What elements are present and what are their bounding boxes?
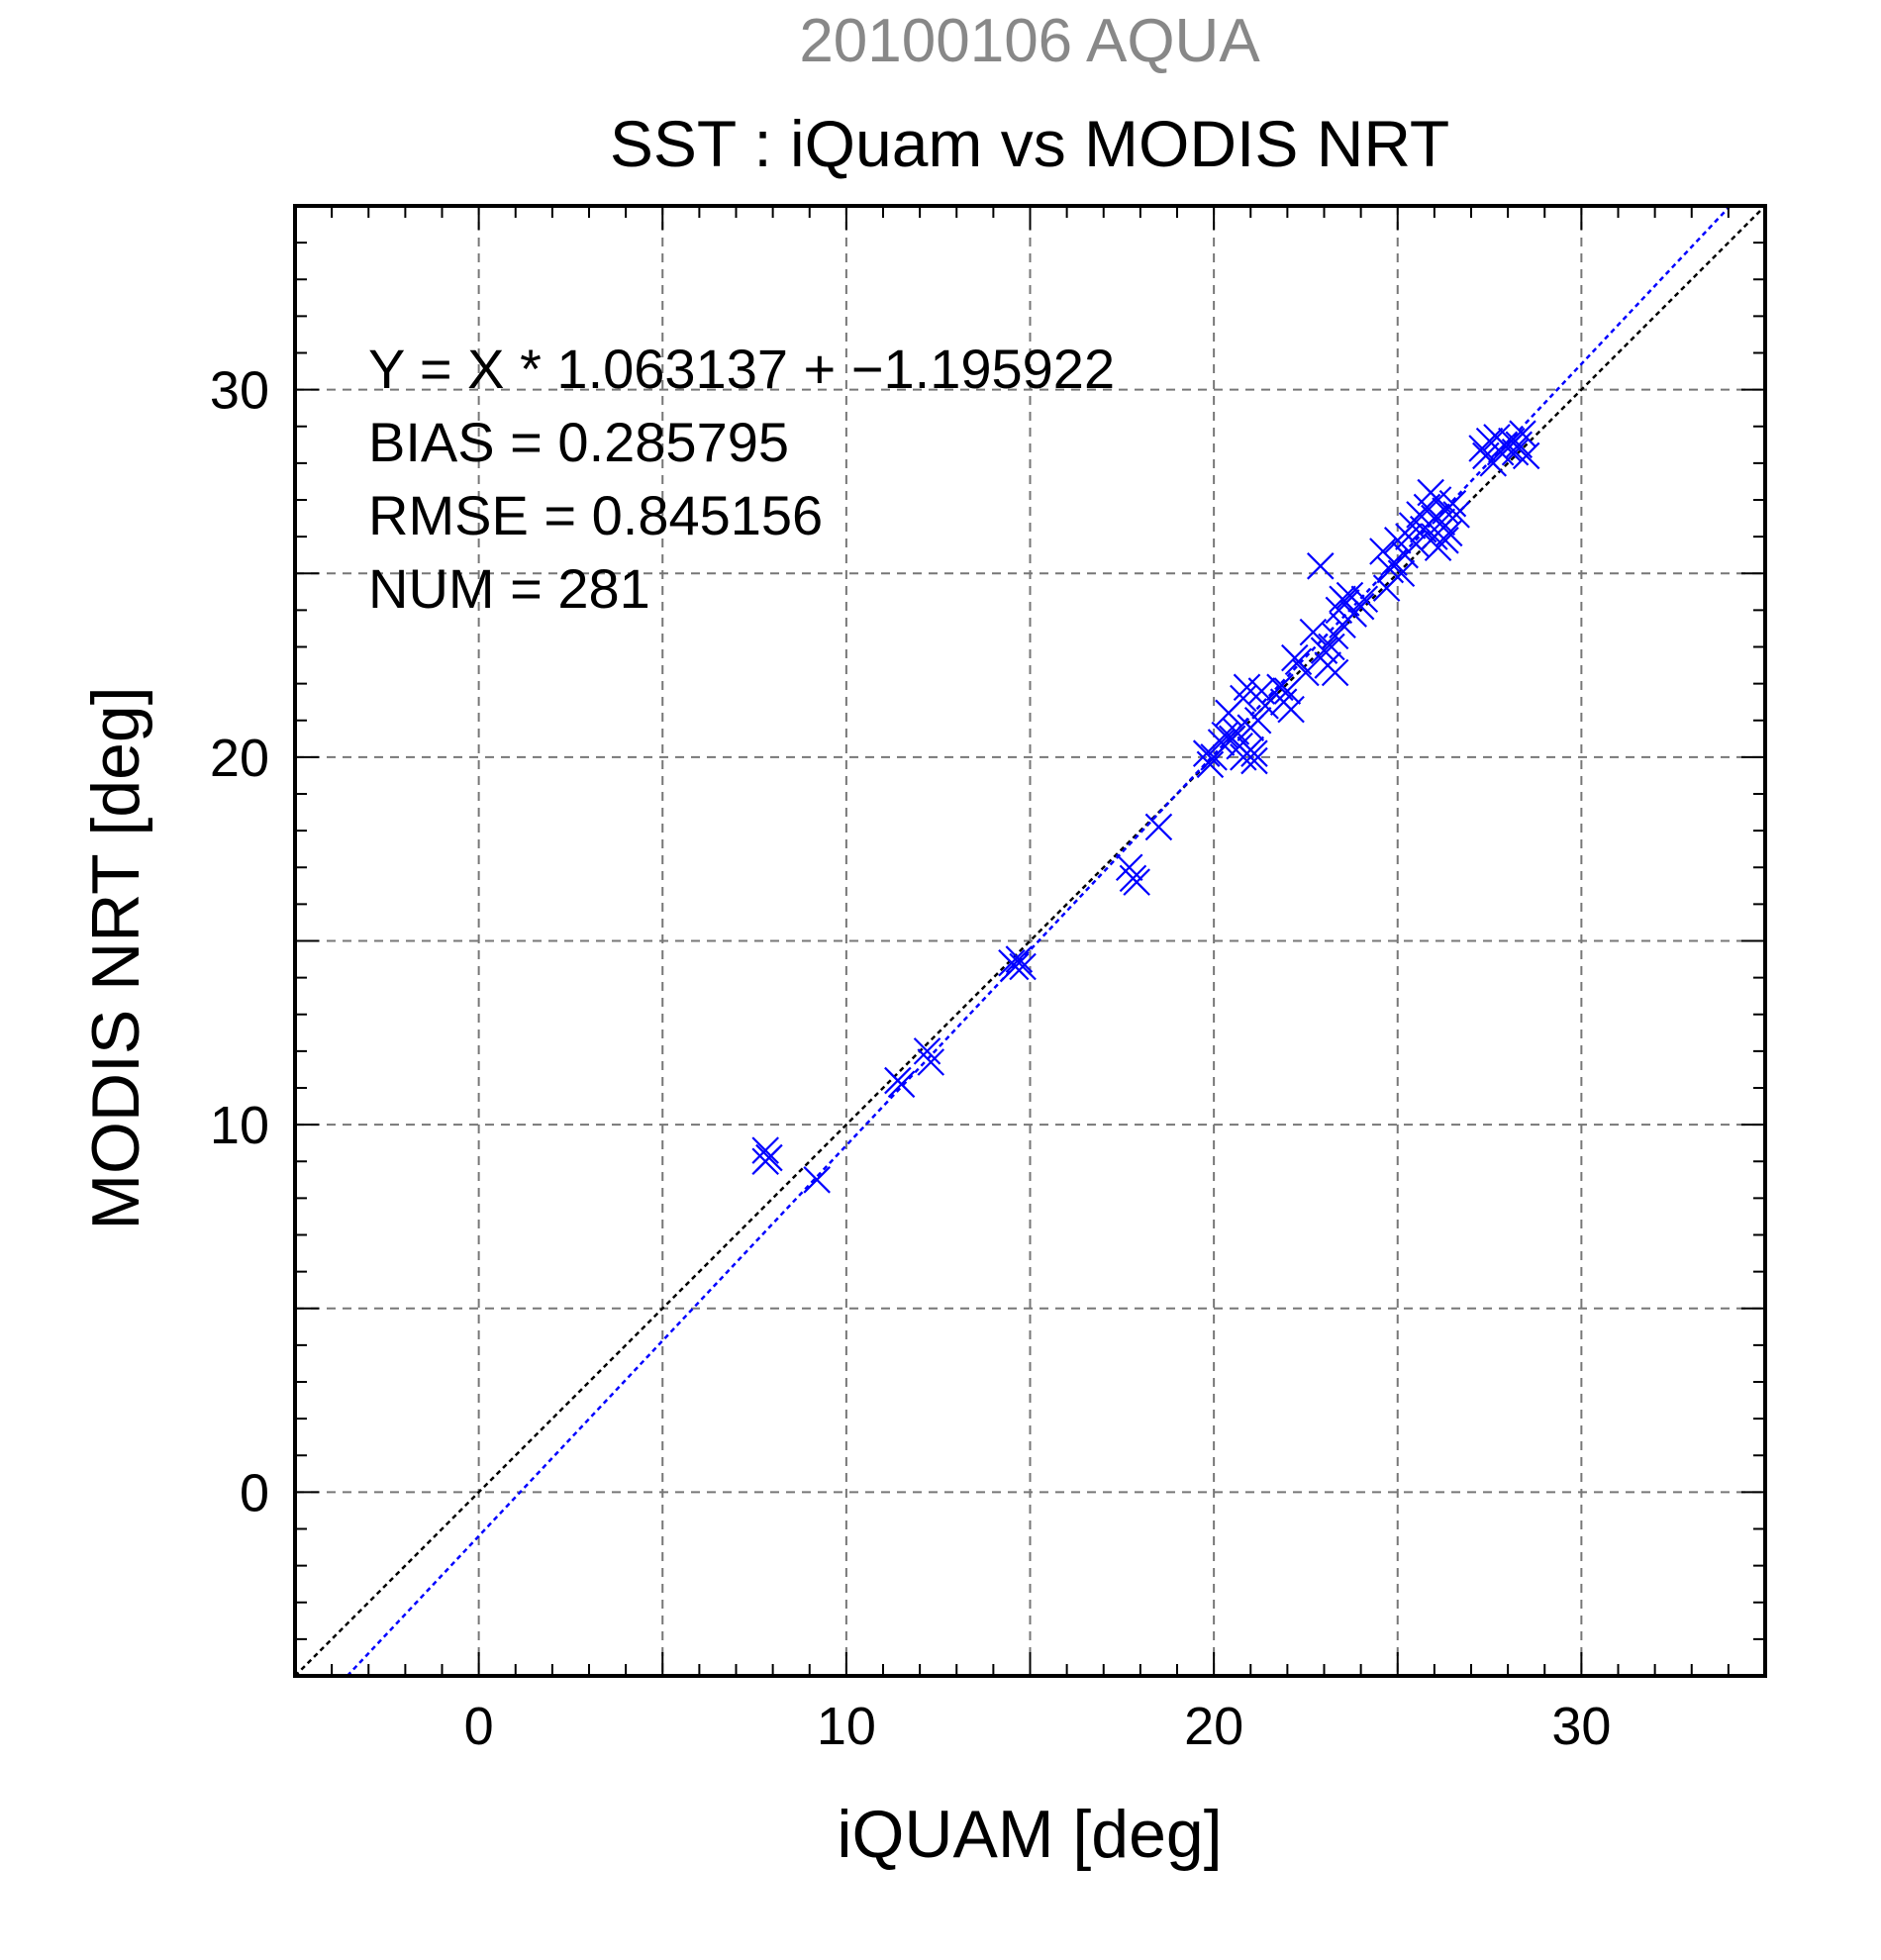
data-point <box>1318 633 1345 661</box>
x-tick-label: 30 <box>1551 1697 1611 1756</box>
bias-stat: BIAS = 0.285795 <box>368 411 789 473</box>
data-point <box>1240 739 1268 767</box>
data-point <box>803 1166 831 1194</box>
stats-box: Y = X * 1.063137 + −1.195922 BIAS = 0.28… <box>368 338 1115 620</box>
data-point <box>1196 750 1225 779</box>
chart-suptitle: 20100106 AQUA <box>799 7 1260 75</box>
data-point <box>1346 592 1375 621</box>
chart-title: SST : iQuam vs MODIS NRT <box>610 107 1449 180</box>
data-point <box>1321 658 1349 687</box>
plot-frame <box>293 204 1767 1678</box>
y-axis-label: MODIS NRT [deg] <box>78 686 153 1229</box>
data-point <box>1307 552 1335 580</box>
data-point <box>1350 585 1379 614</box>
x-tick-label: 20 <box>1184 1697 1243 1756</box>
x-tick-label: 0 <box>464 1697 494 1756</box>
regression-line <box>346 205 1732 1677</box>
data-point <box>1207 729 1236 756</box>
regression-equation: Y = X * 1.063137 + −1.195922 <box>368 338 1115 400</box>
y-tick-label: 0 <box>240 1463 269 1522</box>
y-tick-label: 30 <box>210 361 269 421</box>
data-point <box>1009 952 1037 981</box>
x-tick-label: 10 <box>817 1697 876 1756</box>
data-point <box>1123 868 1150 896</box>
data-point <box>1230 684 1257 713</box>
data-point <box>887 1070 916 1099</box>
data-point <box>1243 706 1272 735</box>
data-point <box>1115 853 1143 882</box>
data-point <box>1240 746 1268 775</box>
data-point <box>1144 813 1173 841</box>
num-stat: NUM = 281 <box>368 557 650 620</box>
tick-labels: 0 10 20 30 0 10 20 30 <box>210 361 1611 1756</box>
data-point <box>1435 519 1463 547</box>
data-point <box>751 1136 779 1164</box>
y-tick-label: 20 <box>210 729 269 788</box>
rmse-stat: RMSE = 0.845156 <box>368 484 823 546</box>
data-point <box>913 1037 941 1065</box>
x-axis-label: iQUAM [deg] <box>837 1797 1222 1872</box>
data-point <box>1438 489 1467 518</box>
data-point <box>1432 527 1459 554</box>
data-points <box>751 420 1540 1194</box>
data-point <box>1277 695 1305 724</box>
grid <box>295 206 1765 1676</box>
data-point <box>1251 692 1279 720</box>
data-point <box>1501 438 1530 466</box>
data-point <box>1292 658 1320 687</box>
data-point <box>1005 945 1034 973</box>
data-point <box>1442 501 1470 529</box>
data-point <box>751 1147 779 1176</box>
data-point <box>917 1048 945 1076</box>
data-point <box>1001 952 1030 981</box>
data-point <box>1512 441 1540 470</box>
data-point <box>1387 559 1416 588</box>
y-tick-label: 10 <box>210 1096 269 1155</box>
